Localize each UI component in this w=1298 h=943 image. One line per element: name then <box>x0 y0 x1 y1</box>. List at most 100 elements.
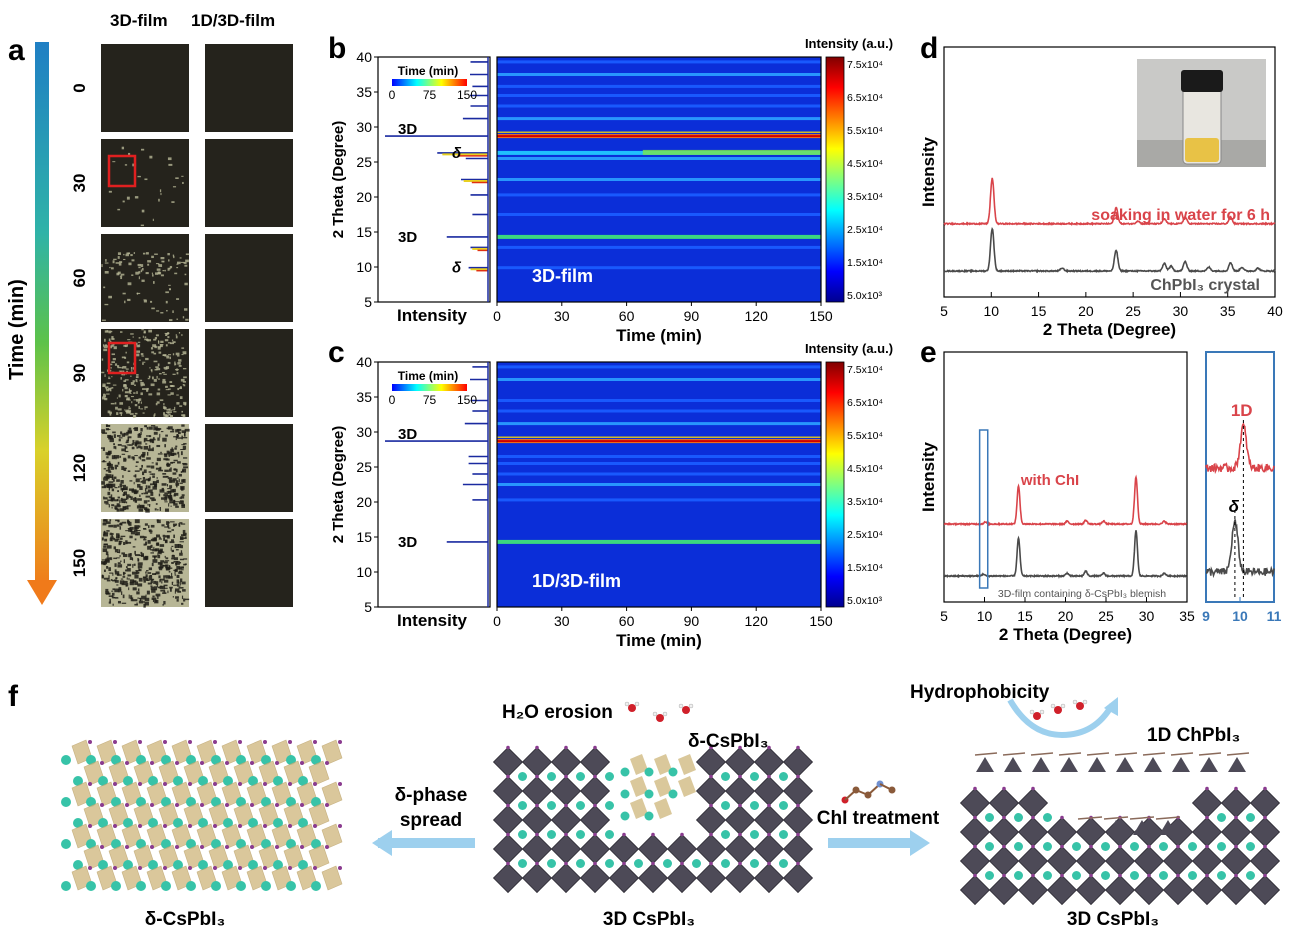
heatmap-stripe <box>497 178 821 181</box>
dark-grain <box>123 541 126 545</box>
degradation-speck <box>149 376 151 379</box>
x-tick-label: 35 <box>1220 303 1236 319</box>
degradation-speck <box>163 403 165 406</box>
degradation-speck <box>121 374 126 376</box>
dark-grain <box>161 483 167 486</box>
dark-grain <box>169 587 172 592</box>
cs-atom <box>668 789 678 799</box>
dark-grain <box>153 431 158 435</box>
cs-atom <box>298 860 308 870</box>
cs-atom <box>620 811 630 821</box>
dark-grain <box>132 564 134 568</box>
heatmap-stripe-edge <box>497 436 821 438</box>
x-tick-label: 5 <box>940 303 948 319</box>
dark-grain <box>103 533 109 537</box>
iodine-atom <box>535 861 539 866</box>
dark-grain <box>110 494 113 499</box>
dark-grain <box>101 559 107 561</box>
dark-grain <box>183 457 188 459</box>
degradation-speck <box>157 363 160 367</box>
degradation-speck <box>146 389 149 392</box>
dark-grain <box>145 574 148 578</box>
degradation-speck <box>165 366 170 370</box>
1d-chpbi3-unit <box>1060 757 1078 772</box>
cs-atom <box>576 801 585 810</box>
pbi6-octahedron <box>753 775 785 807</box>
degradation-speck <box>183 376 187 379</box>
1d-chpbi3-unit <box>1159 820 1177 835</box>
dark-grain <box>152 559 158 563</box>
dark-grain <box>167 477 173 480</box>
cs-atom <box>644 767 654 777</box>
dark-grain <box>171 557 175 560</box>
iodine-atom <box>200 761 204 765</box>
dark-grain <box>116 557 120 559</box>
dark-grain <box>158 566 164 569</box>
degradation-speck <box>177 387 180 391</box>
inset-x-tick-label: 10 <box>1232 608 1248 624</box>
degradation-speck <box>116 272 120 276</box>
cs-atom <box>1101 871 1110 880</box>
pbi6-octahedron <box>608 833 640 865</box>
degraded-film-150 <box>101 519 189 607</box>
right-caption: 3D CsPbI₃ <box>1067 909 1159 930</box>
heatmap-stripe <box>497 422 821 426</box>
dark-grain <box>122 498 128 501</box>
x-axis-label: 2 Theta (Degree) <box>999 625 1132 644</box>
dark-grain <box>151 473 156 475</box>
degradation-speck <box>117 271 121 275</box>
dark-grain <box>171 428 175 431</box>
cs-atom <box>186 839 196 849</box>
dark-grain <box>168 503 170 507</box>
dark-grain <box>175 562 177 565</box>
dark-grain <box>106 557 111 560</box>
degradation-speck <box>146 388 149 391</box>
degradation-speck <box>158 263 160 265</box>
cs-atom <box>111 755 121 765</box>
degradation-speck <box>102 344 105 347</box>
cs-atom <box>73 776 83 786</box>
dark-grain <box>165 557 169 560</box>
dark-grain <box>149 532 153 534</box>
degradation-speck <box>119 275 123 277</box>
degradation-speck <box>123 253 125 256</box>
dark-grain <box>144 488 147 492</box>
degradation-speck <box>133 252 136 254</box>
dark-grain <box>177 585 181 587</box>
dark-grain <box>172 523 178 526</box>
dark-grain <box>119 537 123 540</box>
dark-grain <box>150 552 154 554</box>
degradation-speck <box>168 319 173 322</box>
degradation-speck <box>165 414 169 418</box>
dark-grain <box>110 557 113 561</box>
dark-grain <box>110 483 116 488</box>
degradation-speck <box>132 415 135 418</box>
dark-grain <box>125 505 129 509</box>
pbi6-octahedron <box>1133 874 1165 906</box>
water-hydrogen <box>1082 699 1088 705</box>
iodine-atom <box>113 866 117 870</box>
dark-grain <box>128 594 130 599</box>
degradation-speck <box>112 161 116 163</box>
dark-grain <box>108 601 112 604</box>
dark-grain <box>159 466 162 471</box>
degradation-speck <box>168 408 171 410</box>
degradation-speck <box>148 375 151 378</box>
dark-grain <box>180 451 183 456</box>
y-tick-label: 35 <box>356 84 372 100</box>
degradation-speck <box>170 392 174 395</box>
dark-grain <box>123 559 125 564</box>
degradation-speck <box>127 399 131 401</box>
iodine-atom <box>738 861 742 866</box>
dark-grain <box>130 595 133 600</box>
dark-grain <box>152 486 157 490</box>
dark-grain <box>114 487 118 489</box>
iodine-atom <box>200 803 204 807</box>
pbi6-octahedron <box>550 804 582 836</box>
cs-atom <box>1130 842 1139 851</box>
degradation-speck <box>160 312 164 314</box>
dark-grain <box>146 465 151 468</box>
degradation-speck <box>123 380 127 383</box>
degradation-speck <box>119 331 123 333</box>
degradation-speck <box>140 392 143 396</box>
